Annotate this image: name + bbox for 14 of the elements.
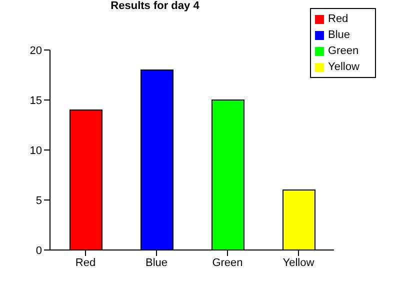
x-tick-label: Blue [145, 256, 168, 269]
y-tick-label: 5 [36, 194, 42, 207]
y-tick-label: 0 [36, 244, 42, 257]
legend-label: Blue [328, 29, 350, 41]
legend-label: Yellow [328, 61, 360, 73]
x-tick-label: Green [212, 256, 243, 269]
x-tick-label: Red [75, 256, 96, 269]
x-tick-label: Yellow [282, 256, 314, 269]
legend-label: Red [328, 13, 348, 25]
y-tick-label: 20 [30, 44, 42, 57]
y-tick-label: 10 [30, 144, 42, 157]
y-tick-label: 15 [30, 94, 42, 107]
chart-title: Results for day 4 [110, 0, 200, 12]
legend-label: Green [328, 45, 359, 57]
